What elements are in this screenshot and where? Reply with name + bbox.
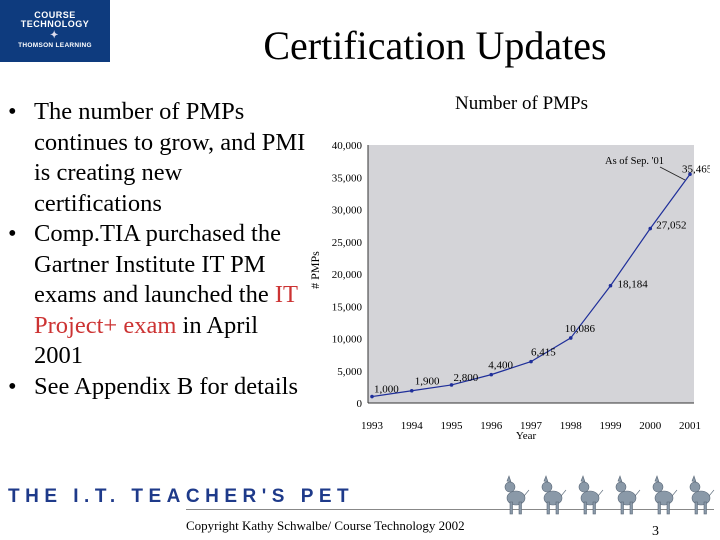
y-tick-label: 10,000 (332, 334, 363, 346)
data-label: 10,086 (565, 323, 596, 335)
dog-mascots-icon (504, 475, 715, 515)
y-tick-label: 30,000 (332, 205, 363, 217)
data-label: 6,415 (531, 347, 556, 359)
x-tick-label: 2001 (679, 420, 701, 432)
data-label: 1,000 (374, 384, 399, 396)
plot-area (368, 145, 694, 403)
page-number: 3 (652, 524, 659, 539)
bullet-icon: • (8, 372, 17, 400)
bullet-item: • See Appendix B for details (8, 372, 308, 403)
chart-annotation: As of Sep. '01 (605, 156, 664, 167)
bullet-text: Comp.TIA purchased the Gartner Institute… (34, 220, 281, 308)
data-label: 1,900 (415, 376, 440, 388)
x-tick-label: 1994 (401, 420, 424, 432)
y-tick-label: 5,000 (337, 366, 362, 378)
data-label: 27,052 (656, 220, 686, 232)
data-point (489, 372, 494, 377)
y-tick-label: 0 (357, 398, 363, 410)
data-label: 4,400 (488, 360, 513, 372)
logo-line-2: TECHNOLOGY (20, 19, 90, 29)
x-tick-label: 1998 (560, 420, 583, 432)
logo-line-1: COURSE (34, 10, 76, 20)
x-axis-label: Year (516, 430, 537, 442)
data-point (449, 383, 454, 387)
data-label: 2,800 (454, 372, 479, 384)
x-tick-label: 1995 (441, 420, 464, 432)
bullet-item: • Comp.TIA purchased the Gartner Institut… (8, 219, 308, 372)
data-point (568, 336, 573, 340)
x-tick-label: 2000 (639, 420, 662, 432)
x-tick-label: 1996 (480, 420, 503, 432)
logo-line-3: THOMSON LEARNING (18, 42, 92, 49)
y-tick-label: 35,000 (332, 172, 363, 184)
data-point (409, 388, 414, 393)
data-point (688, 172, 692, 177)
logo-star-icon: ✦ (50, 30, 59, 41)
bullet-item: • The number of PMPs continues to grow, a… (8, 97, 308, 219)
data-point (370, 394, 374, 399)
bullet-icon: • (8, 98, 17, 125)
bullet-list: • The number of PMPs continues to grow, a… (8, 97, 308, 402)
y-tick-label: 20,000 (332, 269, 363, 281)
chart-title: Number of PMPs (455, 93, 589, 114)
course-technology-logo: COURSE TECHNOLOGY ✦ THOMSON LEARNING (0, 0, 110, 62)
bullet-text-end: in April 2001 (34, 311, 259, 370)
x-tick-label: 1993 (361, 420, 384, 432)
pmp-line-chart: 0 5,000 10,000 15,000 20,000 25,000 30,000 35,0… (308, 140, 710, 442)
data-point (648, 226, 653, 231)
slide-title: Certification Updates (263, 23, 607, 68)
bullet-text: The number of PMPs continues to grow, an… (34, 98, 306, 217)
copyright-text: Copyright Kathy Schwalbe/ Course Technol… (186, 518, 465, 533)
footer-divider (186, 509, 714, 510)
bullet-icon: • (8, 220, 17, 247)
teachers-pet-banner: THE I.T. TEACHER'S PET (8, 486, 355, 507)
bullet-text: See Appendix B for details (34, 372, 299, 400)
x-tick-label: 1999 (600, 420, 623, 432)
annotation-arrow (659, 166, 686, 181)
data-label: 35,465 (682, 163, 710, 175)
data-point (608, 283, 613, 288)
bullet-highlight: IT Project+ exam (34, 281, 298, 339)
x-tick-label: 1997 (520, 420, 543, 432)
data-label: 18,184 (618, 279, 649, 291)
data-point (529, 359, 533, 364)
y-axis-label: # PMPs (308, 251, 322, 289)
y-tick-label: 15,000 (332, 301, 363, 313)
y-tick-label: 40,000 (332, 140, 363, 152)
y-tick-label: 25,000 (332, 237, 363, 249)
